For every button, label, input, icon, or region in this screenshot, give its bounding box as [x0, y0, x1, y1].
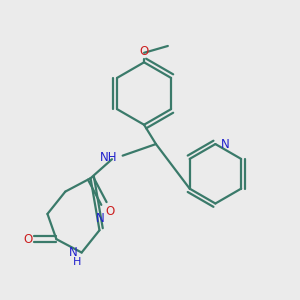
Text: H: H [73, 257, 81, 267]
Text: O: O [23, 233, 33, 246]
Text: N: N [221, 138, 230, 151]
Text: N: N [68, 246, 77, 259]
Text: N: N [96, 212, 104, 225]
Text: O: O [140, 46, 149, 59]
Text: NH: NH [100, 151, 117, 164]
Text: O: O [105, 205, 115, 218]
